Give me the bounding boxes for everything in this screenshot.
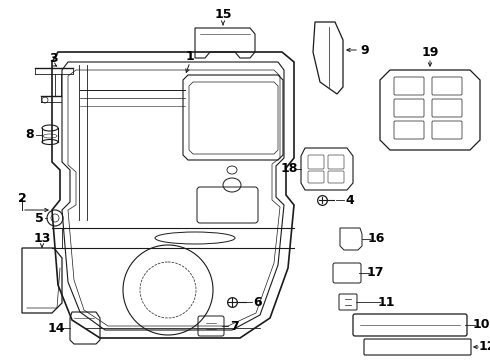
Text: 8: 8: [25, 129, 34, 141]
Text: 18: 18: [280, 162, 298, 175]
Text: 15: 15: [214, 9, 232, 22]
Text: 19: 19: [421, 45, 439, 58]
Text: 11: 11: [377, 296, 395, 309]
Text: 12: 12: [478, 341, 490, 354]
Text: 5: 5: [35, 211, 44, 225]
Text: 16: 16: [368, 233, 385, 246]
Text: 17: 17: [366, 266, 384, 279]
Text: 3: 3: [49, 51, 57, 64]
Text: 7: 7: [230, 320, 238, 333]
Text: 14: 14: [47, 321, 65, 334]
Text: 10: 10: [472, 319, 490, 332]
Text: 2: 2: [18, 192, 26, 204]
Text: 6: 6: [254, 296, 262, 309]
Text: 9: 9: [361, 44, 369, 57]
Text: 4: 4: [345, 194, 354, 207]
Text: 1: 1: [186, 49, 195, 63]
Text: 13: 13: [33, 231, 50, 244]
